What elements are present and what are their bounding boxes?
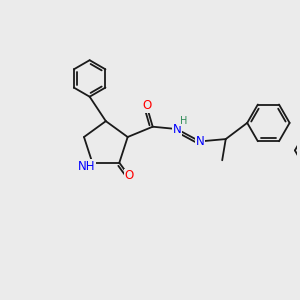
- Text: NH: NH: [78, 160, 96, 173]
- Text: N: N: [172, 123, 181, 136]
- Text: O: O: [143, 99, 152, 112]
- Text: H: H: [180, 116, 187, 126]
- Text: O: O: [124, 169, 134, 182]
- Text: N: N: [195, 135, 204, 148]
